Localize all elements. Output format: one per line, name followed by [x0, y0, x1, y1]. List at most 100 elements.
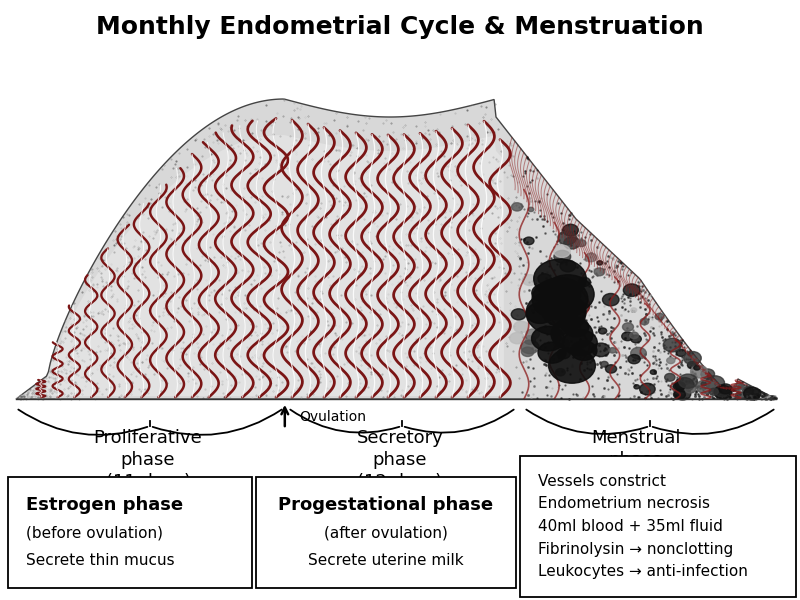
Circle shape [714, 385, 732, 399]
Circle shape [734, 383, 743, 391]
Text: Leukocytes → anti-infection: Leukocytes → anti-infection [538, 565, 748, 580]
Circle shape [524, 237, 534, 245]
Circle shape [745, 388, 750, 392]
Circle shape [531, 326, 565, 351]
Circle shape [640, 319, 649, 325]
Circle shape [742, 386, 754, 395]
Circle shape [564, 237, 580, 249]
Text: Ovulation: Ovulation [299, 410, 366, 424]
Circle shape [553, 335, 562, 342]
Circle shape [738, 385, 743, 389]
Circle shape [623, 284, 640, 296]
FancyBboxPatch shape [520, 456, 796, 597]
Circle shape [534, 259, 586, 298]
Circle shape [558, 231, 576, 245]
Text: 40ml blood + 35ml fluid: 40ml blood + 35ml fluid [538, 519, 723, 534]
Circle shape [655, 313, 664, 320]
Circle shape [694, 365, 700, 370]
Circle shape [526, 303, 554, 323]
Circle shape [631, 335, 642, 343]
Circle shape [521, 340, 539, 353]
Circle shape [563, 317, 589, 337]
Circle shape [571, 341, 597, 361]
Circle shape [684, 352, 702, 365]
Circle shape [562, 329, 598, 356]
Circle shape [676, 349, 686, 356]
Circle shape [542, 275, 594, 314]
Circle shape [597, 261, 602, 265]
Circle shape [524, 335, 535, 344]
Circle shape [674, 382, 685, 391]
Circle shape [578, 277, 590, 286]
Circle shape [675, 377, 694, 392]
Text: Monthly Endometrial Cycle & Menstruation: Monthly Endometrial Cycle & Menstruation [96, 15, 704, 39]
Circle shape [522, 275, 537, 286]
Circle shape [634, 385, 639, 389]
Circle shape [602, 293, 619, 306]
Circle shape [577, 240, 586, 247]
Circle shape [735, 392, 746, 400]
Circle shape [709, 388, 718, 395]
Text: Estrogen phase: Estrogen phase [26, 496, 183, 514]
Circle shape [601, 361, 608, 367]
Circle shape [752, 389, 759, 395]
Circle shape [536, 307, 544, 313]
Circle shape [554, 250, 570, 263]
Circle shape [538, 274, 551, 284]
Text: Endometrium necrosis: Endometrium necrosis [538, 496, 710, 511]
Circle shape [511, 203, 522, 211]
Circle shape [577, 303, 590, 312]
Text: Fibrinolysin → nonclotting: Fibrinolysin → nonclotting [538, 542, 734, 557]
Circle shape [666, 358, 675, 364]
Circle shape [542, 295, 586, 328]
Text: Progestational phase: Progestational phase [278, 496, 494, 514]
Circle shape [514, 321, 529, 332]
Circle shape [528, 207, 534, 212]
Text: Menstrual
phase
(5 days): Menstrual phase (5 days) [591, 429, 681, 491]
Text: Secrete uterine milk: Secrete uterine milk [308, 553, 464, 568]
FancyBboxPatch shape [256, 477, 516, 588]
Circle shape [609, 347, 616, 353]
Circle shape [555, 368, 566, 376]
Circle shape [674, 390, 686, 399]
FancyBboxPatch shape [8, 477, 252, 588]
Circle shape [526, 290, 586, 335]
Circle shape [665, 373, 675, 381]
Text: Vessels constrict: Vessels constrict [538, 473, 666, 488]
Circle shape [532, 284, 556, 302]
Circle shape [630, 347, 646, 359]
Circle shape [538, 342, 566, 363]
Circle shape [622, 332, 634, 341]
Text: (after ovulation): (after ovulation) [324, 525, 448, 540]
Text: (before ovulation): (before ovulation) [26, 525, 163, 540]
Circle shape [560, 260, 576, 272]
Circle shape [701, 382, 706, 386]
Circle shape [631, 308, 637, 312]
Circle shape [678, 374, 698, 388]
Circle shape [510, 332, 525, 344]
Circle shape [532, 278, 588, 320]
Circle shape [554, 339, 569, 350]
Circle shape [674, 388, 690, 400]
Circle shape [598, 328, 606, 334]
Circle shape [701, 369, 714, 379]
Text: Secrete thin mucus: Secrete thin mucus [26, 553, 175, 568]
Circle shape [663, 338, 682, 352]
Circle shape [628, 355, 640, 364]
Circle shape [685, 385, 696, 393]
Circle shape [606, 365, 617, 373]
Circle shape [522, 347, 534, 356]
Circle shape [566, 289, 581, 301]
Circle shape [526, 329, 539, 339]
Circle shape [594, 268, 605, 276]
Circle shape [551, 319, 593, 350]
Circle shape [696, 380, 714, 394]
Circle shape [640, 383, 655, 395]
Circle shape [554, 245, 570, 257]
Circle shape [673, 383, 687, 394]
Circle shape [557, 349, 570, 359]
Circle shape [714, 386, 729, 397]
Text: Secretory
phase
(12 days): Secretory phase (12 days) [357, 429, 443, 491]
Circle shape [650, 370, 656, 374]
Circle shape [622, 323, 634, 331]
